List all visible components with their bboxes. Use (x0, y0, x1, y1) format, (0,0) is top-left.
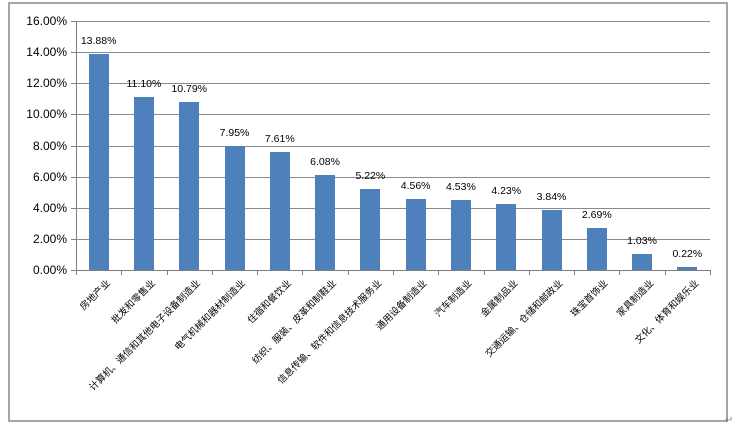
x-axis-tick (76, 270, 77, 275)
y-axis-label: 12.00% (26, 76, 67, 91)
x-axis-tick (302, 270, 304, 275)
bar (496, 204, 517, 270)
y-axis-label: 16.00% (26, 14, 67, 28)
bar-value-label: 7.95% (219, 127, 250, 140)
y-axis-tick (71, 114, 76, 116)
y-axis-tick (71, 176, 76, 178)
y-axis-label: 14.00% (26, 45, 67, 60)
category-label: 批发和零售业 (109, 278, 158, 327)
gridline (76, 114, 710, 116)
y-axis-tick (71, 238, 76, 240)
bar-value-label: 7.61% (264, 132, 295, 145)
y-axis-label: 10.00% (26, 107, 67, 122)
bar-value-label: 0.22% (672, 247, 703, 260)
x-axis-tick (528, 270, 530, 275)
y-axis-tick (71, 52, 76, 54)
paragraph-return-mark-icon: ↵ (725, 415, 734, 426)
bar-value-label: 4.23% (491, 185, 522, 198)
x-axis-tick (664, 270, 666, 275)
category-label: 汽车制造业 (433, 278, 475, 320)
x-axis-tick (121, 270, 123, 275)
bar-value-label: 6.08% (310, 156, 340, 169)
bar-value-label: 1.03% (627, 234, 657, 247)
y-axis-label: 0.00% (32, 263, 67, 277)
x-axis-tick (483, 270, 485, 275)
bar-value-label: 13.88% (80, 34, 117, 47)
bar-value-label: 2.69% (581, 209, 612, 222)
x-axis-tick (211, 270, 213, 275)
bar-value-label: 5.22% (355, 169, 386, 182)
gridline (76, 176, 710, 178)
category-label: 纺织、服装、皮革和制鞋业 (250, 278, 339, 367)
bar (315, 175, 336, 270)
x-axis-tick (438, 270, 440, 275)
bar-value-label: 3.84% (536, 191, 567, 204)
x-axis-tick (393, 270, 394, 275)
y-axis-tick (71, 207, 76, 209)
gridline (76, 238, 710, 240)
bar (405, 199, 426, 270)
bar-value-label: 4.53% (446, 180, 476, 193)
category-label: 住宿和餐饮业 (245, 278, 294, 327)
gridline (76, 207, 710, 209)
category-label: 金属制品业 (478, 278, 520, 320)
x-axis-tick (257, 270, 259, 275)
y-axis-label: 4.00% (32, 200, 67, 215)
y-axis-label: 2.00% (32, 231, 67, 246)
bar (269, 151, 290, 270)
bar (88, 53, 109, 270)
gridline (76, 52, 710, 54)
bar (632, 253, 653, 270)
bar-value-label: 4.56% (400, 180, 431, 193)
y-axis-tick (71, 21, 76, 22)
x-axis-line (71, 270, 710, 271)
x-axis-tick (347, 270, 349, 275)
bar (677, 266, 698, 270)
gridline (76, 83, 710, 85)
y-axis-tick (71, 145, 76, 147)
category-label: 房地产业 (77, 278, 113, 313)
bar (360, 188, 381, 270)
y-axis-tick (71, 83, 76, 85)
bar (133, 97, 154, 270)
category-label: 珠宝首饰业 (569, 278, 611, 320)
y-axis-label: 8.00% (32, 138, 67, 153)
category-label: 交通运输、仓储和邮政业 (483, 278, 566, 360)
bar (224, 146, 245, 270)
x-axis-tick (574, 270, 576, 275)
gridline (76, 21, 710, 22)
bar (179, 102, 200, 270)
bar-value-label: 10.79% (171, 83, 208, 96)
bar (586, 228, 607, 270)
gridline (76, 145, 710, 147)
y-axis-label: 6.00% (32, 169, 67, 184)
category-label: 家具制造业 (614, 278, 656, 320)
bar-value-label: 11.10% (126, 78, 162, 91)
bar (450, 199, 471, 270)
y-axis-line (76, 21, 77, 271)
x-axis-tick (619, 270, 621, 275)
x-axis-tick (166, 270, 168, 275)
bar-chart[interactable]: 16.00% 14.00% 12.00% 10.00% 8.00% 6.00% 4.00% 2… (8, 2, 728, 422)
bar (541, 210, 562, 270)
x-axis-tick (710, 270, 711, 275)
